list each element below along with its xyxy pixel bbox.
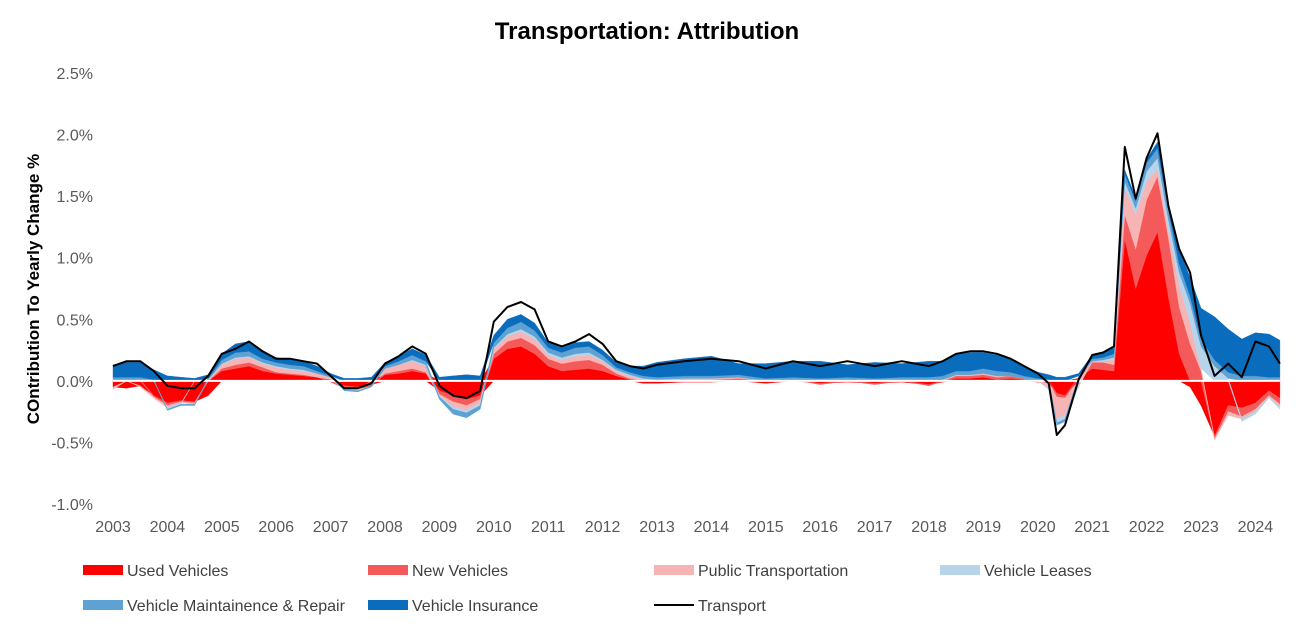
y-tick-label: 1.5%	[57, 189, 93, 206]
x-tick-label: 2024	[1238, 519, 1274, 536]
y-tick-label: 1.0%	[57, 251, 93, 268]
x-tick-label: 2020	[1020, 519, 1056, 536]
x-tick-label: 2017	[857, 519, 893, 536]
x-tick-label: 2012	[585, 519, 621, 536]
y-tick-label: 2.5%	[57, 66, 93, 83]
legend-swatch-used-vehicles	[83, 565, 123, 575]
x-tick-label: 2011	[531, 519, 566, 536]
chart-title: Transportation: Attribution	[495, 18, 799, 45]
y-tick-label: -0.5%	[51, 435, 93, 452]
area-used-vehicles	[112, 231, 1281, 437]
y-tick-group: 2.5% 2.0% 1.5% 1.0% 0.5% 0.0% -0.5% -1.0%	[51, 66, 93, 514]
y-tick-label: 0.5%	[57, 312, 93, 329]
x-tick-label: 2003	[95, 519, 131, 536]
x-tick-label: 2018	[911, 519, 947, 536]
x-tick-group: 2003 2004 2005 2006 2007 2008 2009 2010 2011 2012…	[95, 519, 1273, 536]
legend-label-transport: Transport	[698, 598, 766, 615]
legend-swatch-vehicle-leases	[940, 565, 980, 575]
x-tick-label: 2009	[422, 519, 458, 536]
legend-swatch-vehicle-maintainence-repair	[83, 600, 123, 610]
legend-label-vehicle-leases: Vehicle Leases	[984, 563, 1092, 580]
legend-swatch-vehicle-insurance	[368, 600, 408, 610]
x-tick-label: 2014	[694, 519, 730, 536]
x-tick-label: 2022	[1129, 519, 1165, 536]
transport-line	[112, 132, 1281, 436]
legend-label-public-transportation: Public Transportation	[698, 563, 848, 580]
y-tick-label: 0.0%	[57, 374, 93, 391]
x-tick-label: 2013	[639, 519, 675, 536]
plot-area-group	[112, 141, 1281, 441]
x-tick-label: 2007	[313, 519, 349, 536]
x-tick-label: 2010	[476, 519, 512, 536]
legend-label-vehicle-insurance: Vehicle Insurance	[412, 598, 538, 615]
legend-label-new-vehicles: New Vehicles	[412, 563, 508, 580]
area-vehicle-maintainence-repair	[112, 147, 1281, 426]
y-tick-label: 2.0%	[57, 128, 93, 145]
legend: Used Vehicles New Vehicles Public Transpor…	[83, 563, 1092, 615]
x-tick-label: 2023	[1183, 519, 1219, 536]
legend-label-used-vehicles: Used Vehicles	[127, 563, 228, 580]
x-tick-label: 2006	[258, 519, 294, 536]
area-vehicle-insurance	[112, 141, 1281, 382]
y-axis-label: COntribution To Yearly Change %	[24, 154, 43, 424]
area-new-vehicles	[112, 175, 1281, 440]
x-tick-label: 2005	[204, 519, 240, 536]
area-vehicle-leases	[112, 157, 1281, 423]
x-tick-label: 2004	[150, 519, 186, 536]
legend-swatch-public-transportation	[654, 565, 694, 575]
area-public-transportation	[112, 168, 1281, 441]
y-tick-label: -1.0%	[51, 497, 93, 514]
line-series-group	[112, 132, 1281, 436]
x-tick-label: 2016	[802, 519, 838, 536]
x-tick-label: 2021	[1074, 519, 1110, 536]
x-tick-label: 2019	[966, 519, 1002, 536]
legend-label-vehicle-maintainence-repair: Vehicle Maintainence & Repair	[127, 598, 346, 615]
legend-swatch-new-vehicles	[368, 565, 408, 575]
x-tick-label: 2015	[748, 519, 784, 536]
x-tick-label: 2008	[367, 519, 403, 536]
